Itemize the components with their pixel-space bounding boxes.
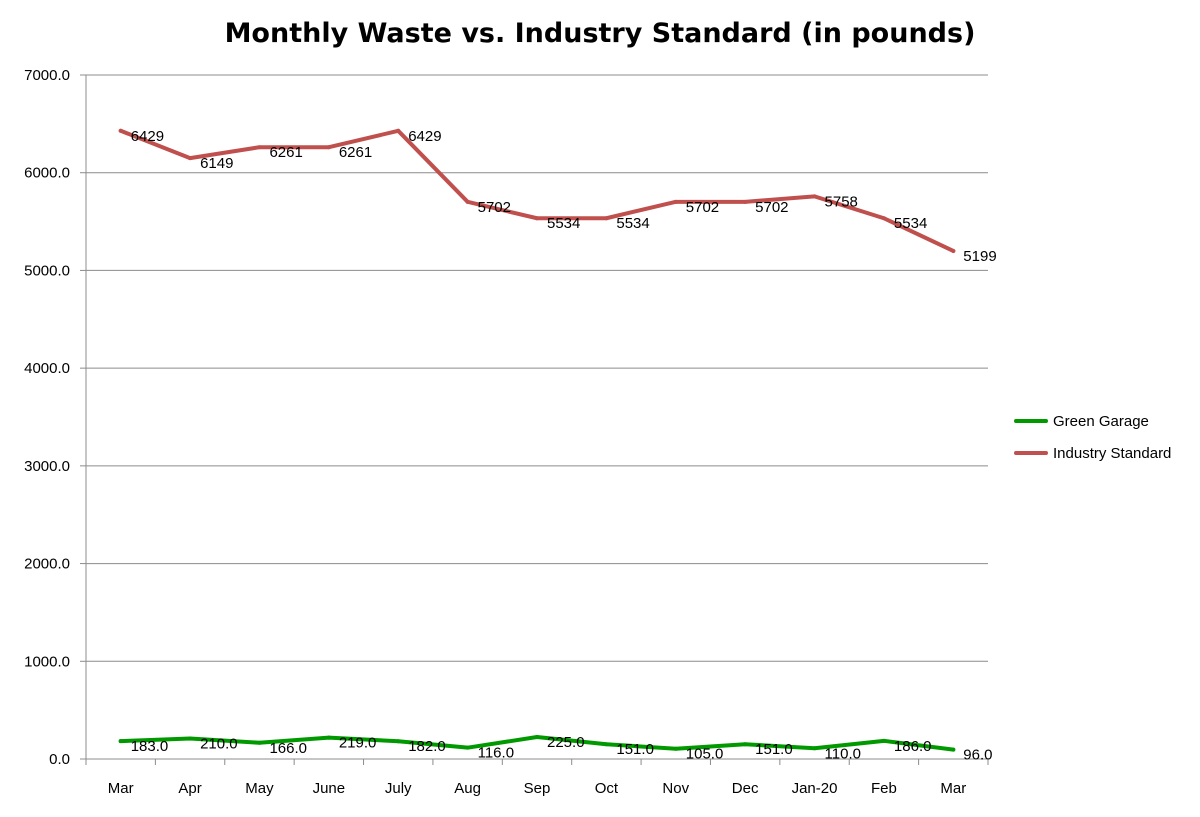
data-label: 5702 <box>478 199 511 216</box>
data-point <box>535 216 539 221</box>
data-label: 96.0 <box>963 747 992 764</box>
legend-label: Green Garage <box>1053 413 1149 430</box>
y-tick-label: 5000.0 <box>24 262 70 279</box>
data-label: 5702 <box>686 199 719 216</box>
data-point <box>465 199 470 204</box>
data-point <box>604 742 609 747</box>
data-label: 183.0 <box>131 738 169 755</box>
data-label: 105.0 <box>686 746 724 763</box>
data-label: 110.0 <box>825 745 861 762</box>
data-label: 6261 <box>339 144 372 161</box>
data-label: 116.0 <box>478 745 514 762</box>
data-point <box>326 145 331 150</box>
x-tick-label: Nov <box>662 780 689 797</box>
data-label: 6261 <box>269 144 302 161</box>
data-point <box>743 742 748 747</box>
data-point <box>604 216 609 221</box>
y-tick-label: 2000.0 <box>24 556 70 573</box>
data-label: 219.0 <box>339 735 377 752</box>
data-label: 186.0 <box>894 738 932 755</box>
x-tick-label: July <box>385 780 412 797</box>
x-tick-label: Jan-20 <box>792 780 838 797</box>
data-label: 5702 <box>755 199 788 216</box>
data-label: 5534 <box>894 215 927 232</box>
data-point <box>326 735 331 740</box>
x-tick-label: Aug <box>454 780 481 797</box>
data-label: 225.0 <box>547 734 585 751</box>
legend-label: Industry Standard <box>1053 445 1171 462</box>
x-tick-label: Dec <box>732 780 759 797</box>
data-point <box>396 128 401 133</box>
data-label: 166.0 <box>269 740 307 757</box>
data-point <box>257 740 262 745</box>
data-label: 5534 <box>547 215 580 232</box>
data-point <box>188 736 193 741</box>
x-tick-label: Mar <box>940 780 966 797</box>
y-tick-label: 3000.0 <box>24 458 70 475</box>
data-point <box>812 746 817 751</box>
data-point <box>743 199 748 204</box>
data-point <box>118 128 123 133</box>
data-label: 5758 <box>825 193 858 210</box>
data-label: 5534 <box>616 215 649 232</box>
x-tick-label: May <box>245 780 274 797</box>
x-tick-label: Apr <box>178 780 201 797</box>
data-point <box>951 248 956 253</box>
data-point <box>535 735 539 740</box>
data-label: 6429 <box>131 128 164 145</box>
x-tick-label: June <box>313 780 346 797</box>
x-tick-label: Mar <box>108 780 134 797</box>
y-tick-label: 1000.0 <box>24 653 70 670</box>
data-point <box>673 746 678 751</box>
series-line <box>118 128 956 253</box>
data-point <box>673 199 678 204</box>
data-label: 6429 <box>408 128 441 145</box>
data-point <box>188 156 193 161</box>
data-label: 151.0 <box>616 741 654 758</box>
data-label: 182.0 <box>408 738 446 755</box>
chart-title: Monthly Waste vs. Industry Standard (in … <box>224 18 976 49</box>
y-tick-label: 6000.0 <box>24 165 70 182</box>
data-point <box>881 216 886 221</box>
data-label: 6149 <box>200 155 233 172</box>
data-point <box>257 145 262 150</box>
data-point <box>396 739 401 744</box>
data-point <box>812 194 817 199</box>
x-tick-label: Feb <box>871 780 897 797</box>
data-label: 151.0 <box>755 741 793 758</box>
y-tick-label: 0.0 <box>49 751 70 768</box>
y-tick-label: 4000.0 <box>24 360 70 377</box>
data-label: 5199 <box>963 248 996 265</box>
data-point <box>951 747 956 752</box>
x-tick-label: Oct <box>595 780 619 797</box>
data-point <box>465 745 470 750</box>
data-label: 210.0 <box>200 735 238 752</box>
x-tick-label: Sep <box>524 780 551 797</box>
y-tick-label: 7000.0 <box>24 67 70 84</box>
data-point <box>881 738 886 743</box>
data-point <box>118 739 123 744</box>
